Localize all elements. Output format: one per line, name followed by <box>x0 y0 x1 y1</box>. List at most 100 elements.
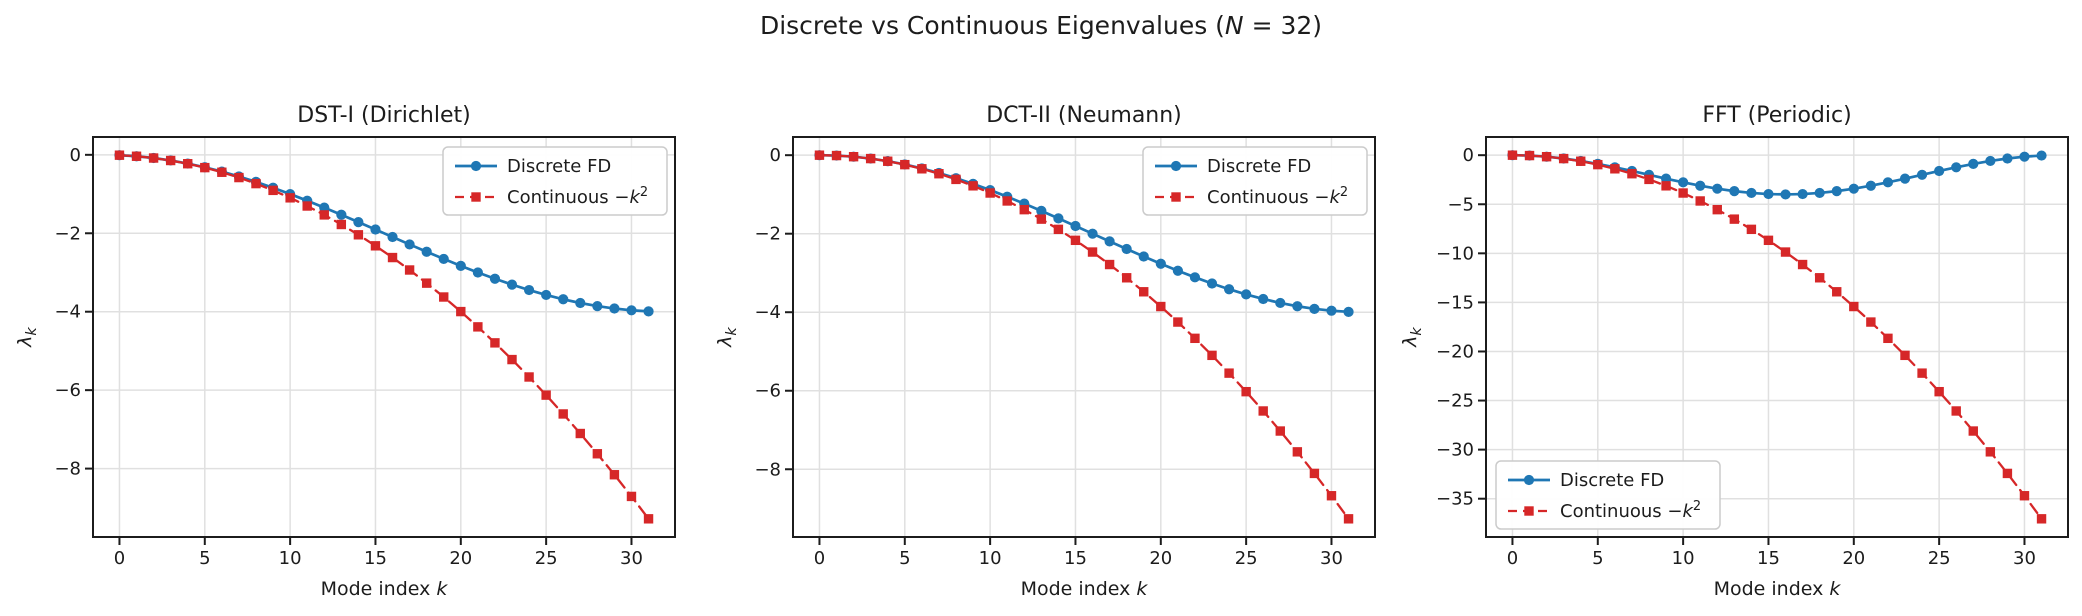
data-point-marker <box>421 246 432 257</box>
y-tick-label: −2 <box>54 223 81 244</box>
data-point-marker <box>1729 186 1740 197</box>
data-point-marker <box>643 514 654 524</box>
data-point-marker <box>968 181 978 191</box>
data-point-marker <box>438 253 449 265</box>
legend-label: Discrete FD <box>1560 470 1664 491</box>
data-point-marker <box>1644 174 1654 185</box>
data-point-marker <box>1899 173 1911 184</box>
data-point-marker <box>1627 169 1637 179</box>
suptitle-text: N <box>1224 11 1244 40</box>
data-point-marker <box>387 231 398 243</box>
data-point-marker <box>1189 272 1201 283</box>
data-point-marker <box>1593 159 1603 170</box>
data-point-marker <box>473 322 483 332</box>
data-point-marker <box>1661 181 1671 191</box>
data-point-marker <box>1985 447 1996 457</box>
subplot-dct2-neumann: 0 5 10 15 20 25 30 0 −2 −4 −6 −8 DCT-II (Neumann) Mod… <box>714 103 1376 600</box>
axes-spines <box>1485 136 2069 538</box>
data-point-marker <box>2036 514 2047 524</box>
data-point-marker <box>1258 406 1268 416</box>
data-point-marker <box>1207 350 1217 361</box>
data-point-marker <box>1138 251 1149 262</box>
y-tick-label: 0 <box>1463 145 1474 166</box>
data-point-marker <box>1292 447 1303 457</box>
data-point-marker <box>1541 151 1552 162</box>
data-point-marker <box>1797 259 1808 270</box>
data-point-marker <box>353 217 364 228</box>
data-point-marker <box>1882 177 1894 188</box>
x-tick-label: 20 <box>449 548 472 569</box>
series-markers-continuous <box>1507 150 2047 524</box>
data-point-marker <box>1934 165 1945 177</box>
y-tick-label: −4 <box>754 302 781 323</box>
data-point-marker <box>455 260 466 271</box>
data-point-marker <box>1968 426 1978 436</box>
data-point-marker <box>1951 162 1962 173</box>
data-point-marker <box>1087 247 1098 257</box>
x-tick-label: 20 <box>1842 548 1865 569</box>
data-point-marker <box>1053 213 1064 224</box>
data-point-marker <box>985 188 995 198</box>
y-tick-label: −6 <box>54 380 81 401</box>
y-axis-label: λk <box>1399 327 1425 348</box>
data-point-marker <box>1866 317 1876 327</box>
data-point-marker <box>131 151 142 161</box>
data-point-marker <box>319 210 329 220</box>
suptitle-text: Discrete vs Continuous Eigenvalues ( <box>759 11 1225 40</box>
data-point-marker <box>148 153 159 163</box>
data-point-marker <box>592 449 603 459</box>
data-point-marker <box>626 491 637 502</box>
series-markers-continuous <box>814 150 1354 524</box>
data-point-marker <box>506 279 518 290</box>
data-point-marker <box>1610 164 1620 174</box>
axes-spines <box>92 136 676 538</box>
legend-sample-marker <box>1171 192 1181 202</box>
y-axis: 0 −2 −4 −6 −8 <box>754 145 793 480</box>
axes-spines <box>792 136 1376 538</box>
data-point-marker <box>1814 187 1825 199</box>
data-point-marker <box>1968 158 1979 170</box>
data-point-marker <box>1951 406 1961 416</box>
y-axis-label: λk <box>714 327 740 348</box>
data-point-marker <box>336 209 347 220</box>
data-point-marker <box>353 230 364 240</box>
y-axis-label: λk <box>14 327 40 348</box>
data-point-marker <box>387 252 398 263</box>
subplot-dst1-dirichlet: 0 5 10 15 20 25 30 0 −2 −4 −6 −8 DST-I (Dirichlet) Mo… <box>14 103 676 600</box>
x-tick-label: 20 <box>1149 548 1172 569</box>
legend-sample-marker <box>471 192 481 202</box>
data-point-marker <box>1172 265 1183 276</box>
data-point-marker <box>1916 169 1928 180</box>
data-point-marker <box>1173 317 1183 327</box>
data-point-marker <box>951 174 961 185</box>
data-point-marker <box>1070 235 1081 246</box>
data-point-marker <box>302 201 312 211</box>
legend-sample-marker <box>1524 506 1534 516</box>
data-point-marker <box>1780 247 1791 257</box>
y-tick-label: −35 <box>1436 489 1474 510</box>
x-tick-label: 25 <box>1928 548 1951 569</box>
data-point-marker <box>1309 303 1320 314</box>
data-point-marker <box>370 224 381 235</box>
data-point-marker <box>114 150 125 160</box>
y-tick-label: −5 <box>1447 194 1474 215</box>
data-point-marker <box>2002 153 2013 164</box>
data-point-marker <box>1524 150 1535 161</box>
data-point-marker <box>1678 188 1688 198</box>
x-tick-label: 0 <box>814 548 825 569</box>
data-point-marker <box>1576 156 1586 166</box>
x-axis-label: Mode index k <box>1021 578 1149 600</box>
data-point-marker <box>1190 333 1200 344</box>
data-point-marker <box>1275 426 1285 436</box>
x-tick-label: 0 <box>114 548 125 569</box>
x-tick-label: 5 <box>199 548 210 569</box>
data-point-marker <box>1121 273 1132 283</box>
data-point-marker <box>883 156 893 166</box>
data-point-marker <box>1343 514 1354 524</box>
data-point-marker <box>1309 468 1320 479</box>
y-tick-label: −6 <box>754 381 781 402</box>
data-point-marker <box>1292 301 1303 312</box>
legend: Discrete FD Continuous −k2 <box>1142 146 1368 216</box>
data-point-marker <box>814 150 825 160</box>
